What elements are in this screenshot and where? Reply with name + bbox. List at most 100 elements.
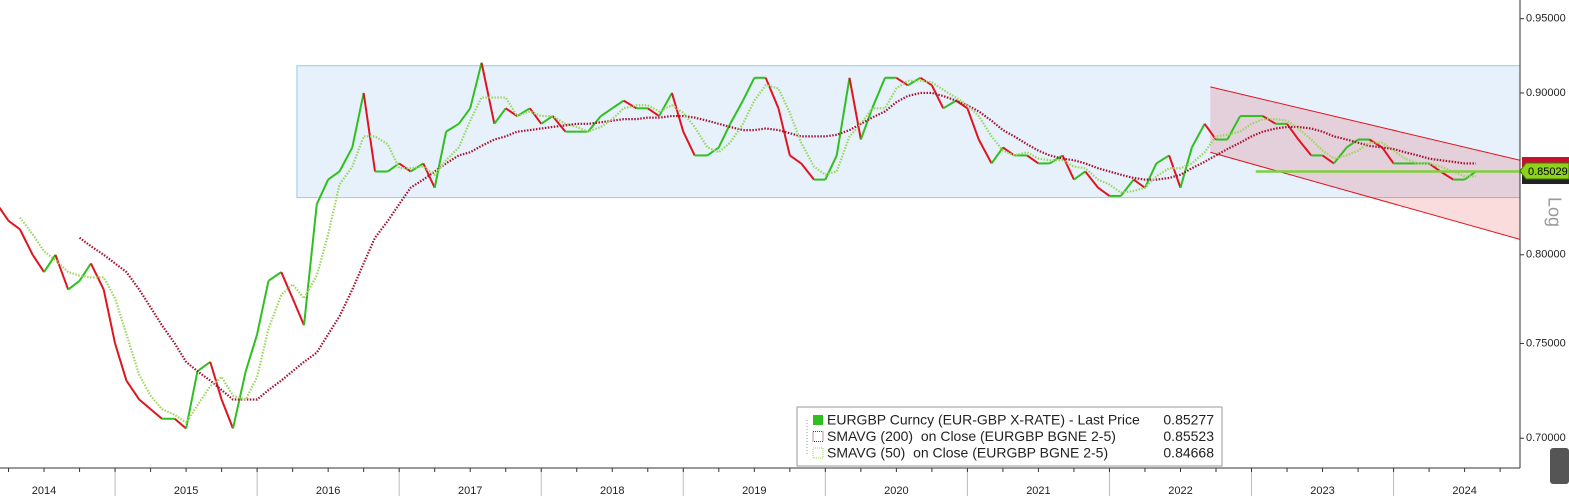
legend-value: 0.85277 — [1163, 412, 1214, 428]
price-segment — [7, 220, 21, 231]
price-segment — [930, 84, 945, 109]
price-segment — [1002, 146, 1015, 157]
x-tick-label: 2023 — [1310, 485, 1334, 497]
price-segment — [67, 279, 81, 291]
price-segment — [114, 343, 128, 381]
price-segment — [445, 122, 460, 133]
price-segment — [955, 99, 968, 110]
price-segment — [977, 139, 993, 164]
price-segment — [31, 254, 45, 273]
price-segment — [1061, 154, 1075, 181]
x-tick-label: 2019 — [742, 485, 766, 497]
x-tick-label: 2016 — [316, 485, 340, 497]
price-segment — [1297, 138, 1312, 157]
price-segment — [1084, 170, 1099, 189]
price-tag-label: 0.85029 — [1528, 166, 1568, 178]
price-segment — [149, 408, 163, 420]
price-segment — [1133, 178, 1146, 189]
price-segment — [315, 179, 330, 205]
price-segment — [647, 107, 660, 117]
price-segment — [1097, 186, 1111, 197]
legend-value: 0.85523 — [1163, 428, 1214, 444]
price-segment — [338, 146, 354, 172]
price-segment — [1155, 154, 1170, 165]
price-segment — [1179, 147, 1193, 189]
price-segment — [824, 154, 838, 181]
range-box — [296, 65, 1520, 199]
price-segment — [280, 271, 294, 299]
price-segment — [777, 108, 791, 156]
price-segment — [1381, 146, 1395, 165]
legend-swatch — [812, 431, 824, 442]
legend-swatch — [812, 447, 824, 459]
price-segment — [256, 280, 270, 335]
price-segment — [942, 99, 957, 110]
price-tag-back — [1522, 157, 1569, 168]
price-segment — [1144, 163, 1158, 189]
price-segment — [871, 77, 886, 109]
legend-rows: EURGBP Curncy (EUR-GBP X-RATE) - Last Pr… — [812, 412, 1214, 461]
price-segment — [1333, 146, 1348, 165]
legend-label: SMAVG (50) on Close (EURGBP BGNE 2-5) — [827, 445, 1108, 461]
price-segment — [1321, 154, 1335, 165]
price-segment — [729, 100, 744, 125]
corner-icon[interactable] — [1550, 448, 1569, 484]
price-segment — [231, 370, 247, 429]
price-segment — [351, 92, 365, 148]
price-segment — [43, 254, 57, 273]
price-segment — [102, 289, 117, 344]
moving-average — [19, 79, 1476, 425]
moving-average — [78, 91, 1476, 401]
price-segment — [623, 99, 637, 110]
price-segment — [267, 271, 282, 282]
price-segment — [220, 399, 234, 429]
legend-swatch — [813, 415, 823, 425]
price-segment — [611, 99, 625, 110]
price-segment — [1346, 138, 1359, 149]
x-tick-label: 2022 — [1168, 485, 1192, 497]
price-segment — [551, 115, 567, 133]
price-segment — [516, 107, 531, 117]
price-segment — [764, 77, 780, 109]
price-tag — [1519, 162, 1569, 180]
price-segment — [0, 206, 10, 222]
scale-label: Log — [1544, 197, 1564, 227]
price-segment — [291, 298, 305, 326]
y-tick-label: 0.70000 — [1526, 432, 1566, 444]
legend-label: SMAVG (200) on Close (EURGBP BGNE 2-5) — [827, 428, 1116, 444]
axes: 0.70000 0.75000 0.80000 0.90000 0.95000 2014 2… — [8, 13, 1569, 497]
channel-line — [1210, 151, 1520, 240]
legend-value: 0.84668 — [1163, 445, 1214, 461]
price-segment — [1190, 123, 1206, 148]
price-segment — [706, 146, 720, 157]
price-segment — [1428, 162, 1442, 173]
price-segment — [362, 92, 377, 172]
x-tick-label: 2017 — [458, 485, 482, 497]
price-segment — [1226, 115, 1242, 141]
price-segment — [244, 334, 259, 372]
y-tick-label: 0.75000 — [1526, 337, 1566, 349]
price-segment — [540, 115, 554, 125]
price-segment — [848, 77, 862, 140]
price-segment — [835, 77, 851, 156]
price-segment — [1262, 115, 1277, 125]
x-tick-label: 2015 — [174, 485, 198, 497]
price-segment — [1120, 178, 1135, 197]
y-tick-label: 0.80000 — [1526, 249, 1566, 261]
x-tick-label: 2018 — [600, 485, 624, 497]
price-segment — [717, 123, 732, 148]
x-tick-label: 2021 — [1026, 485, 1050, 497]
price-segment — [1026, 154, 1040, 165]
x-tick-label: 2014 — [32, 485, 56, 497]
price-segment — [78, 262, 92, 282]
price-segment — [303, 204, 318, 326]
price-segment — [480, 62, 496, 125]
price-segment — [469, 62, 483, 109]
price-segment — [1203, 123, 1217, 141]
price-segment — [138, 398, 152, 410]
price-segment — [966, 107, 980, 140]
price-segment — [682, 131, 696, 156]
price-segment — [895, 76, 909, 87]
x-tick-label: 2020 — [884, 485, 908, 497]
